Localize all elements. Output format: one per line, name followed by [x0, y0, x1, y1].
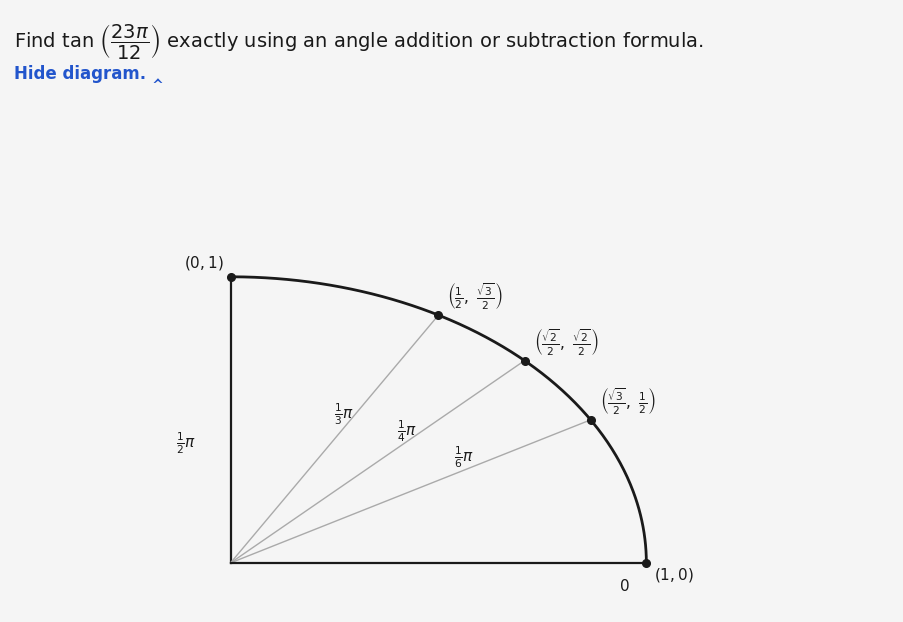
Text: $\left(\frac{\sqrt{3}}{2},\ \frac{1}{2}\right)$: $\left(\frac{\sqrt{3}}{2},\ \frac{1}{2}\…	[599, 386, 655, 416]
Text: $\frac{1}{4}\pi$: $\frac{1}{4}\pi$	[396, 419, 416, 444]
Text: $(0, 1)$: $(0, 1)$	[183, 254, 223, 272]
Text: $\frac{1}{3}\pi$: $\frac{1}{3}\pi$	[334, 401, 354, 427]
Text: Hide diagram. ‸: Hide diagram. ‸	[14, 65, 163, 83]
Text: $\frac{1}{6}\pi$: $\frac{1}{6}\pi$	[453, 444, 473, 470]
Text: $\left(\frac{\sqrt{2}}{2},\ \frac{\sqrt{2}}{2}\right)$: $\left(\frac{\sqrt{2}}{2},\ \frac{\sqrt{…	[533, 327, 598, 357]
Text: $0$: $0$	[619, 578, 629, 595]
Text: $(1, 0)$: $(1, 0)$	[653, 566, 693, 584]
Text: $\frac{1}{2}\pi$: $\frac{1}{2}\pi$	[176, 430, 196, 455]
Text: $\left(\frac{1}{2},\ \frac{\sqrt{3}}{2}\right)$: $\left(\frac{1}{2},\ \frac{\sqrt{3}}{2}\…	[447, 281, 503, 312]
Text: Find tan $\left(\dfrac{23\pi}{12}\right)$ exactly using an angle addition or sub: Find tan $\left(\dfrac{23\pi}{12}\right)…	[14, 22, 703, 61]
